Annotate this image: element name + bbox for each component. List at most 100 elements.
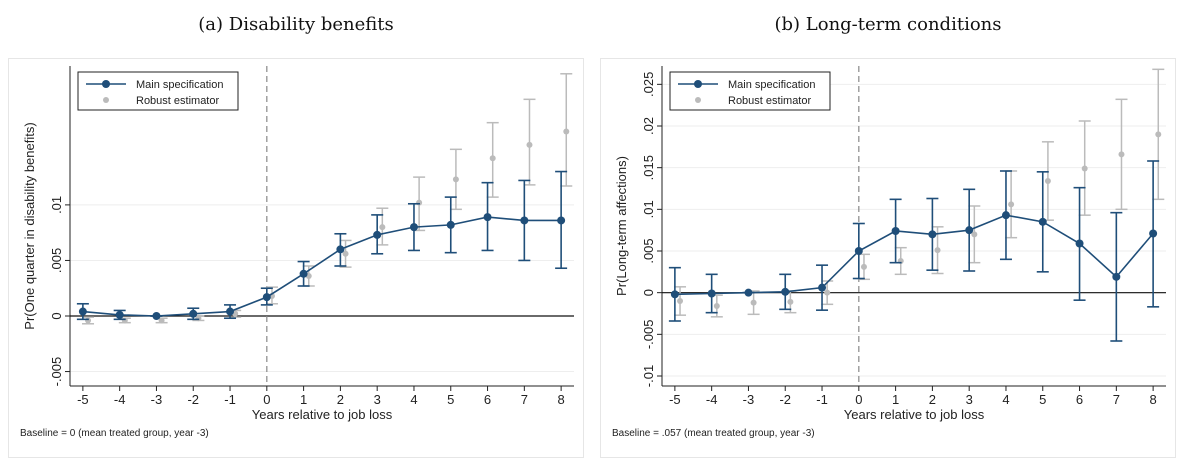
chart-a-x-tick-label-2: -3 xyxy=(151,392,163,407)
chart-a-y-tick-label-0: -.005 xyxy=(49,357,64,387)
chart-b-x-tick-label-7: 2 xyxy=(929,392,936,407)
chart-b-main-point-2 xyxy=(744,288,753,297)
chart-a-robust-point-7 xyxy=(342,250,349,257)
chart-a-main-point-12 xyxy=(520,216,529,225)
chart-b-robust-point-7 xyxy=(934,247,941,254)
chart-a-x-tick-label-13: 8 xyxy=(558,392,565,407)
chart-a-main-point-1 xyxy=(115,310,124,319)
chart-b-robust-point-0 xyxy=(677,298,684,304)
chart-a-robust-point-9 xyxy=(416,199,423,206)
chart-a-x-tick-label-10: 5 xyxy=(447,392,454,407)
chart-b-y-axis-title: Pr(Long-term affections) xyxy=(614,156,629,296)
chart-a-main-point-2 xyxy=(152,312,161,320)
chart-b-x-tick-label-8: 3 xyxy=(966,392,973,407)
chart-a-main-point-9 xyxy=(409,223,418,232)
chart-a-robust-point-8 xyxy=(379,224,386,231)
chart-b-robust-point-3 xyxy=(787,298,794,305)
chart-a-legend-box xyxy=(77,71,239,111)
chart-a-main-point-8 xyxy=(373,230,382,239)
chart-b-main-series-line xyxy=(674,214,1154,296)
chart-a-robust-point-10 xyxy=(452,176,459,183)
chart-b-main-point-6 xyxy=(891,227,900,235)
chart-b-x-tick-label-1: -4 xyxy=(706,392,718,407)
chart-b-robust-point-9 xyxy=(1008,201,1015,208)
chart-b-y-tick-label-5: .015 xyxy=(641,155,656,180)
chart-b-legend-robust-swatch-point xyxy=(695,97,701,103)
chart-a-y-tick-label-3: .01 xyxy=(49,196,64,214)
chart-a-main-point-13 xyxy=(557,216,566,225)
chart-b-x-tick-label-4: -1 xyxy=(816,392,828,407)
chart-b-y-tick-label-2: 0 xyxy=(641,289,656,296)
chart-a-legend-main-label: Main specification xyxy=(136,79,223,91)
chart-b-main-point-10 xyxy=(1038,217,1047,226)
chart-a-x-tick-label-9: 4 xyxy=(410,392,417,407)
chart-b-robust-point-11 xyxy=(1081,165,1088,172)
chart-b-x-tick-label-9: 4 xyxy=(1002,392,1009,407)
chart-a-main-point-0 xyxy=(78,307,87,316)
chart-b-x-tick-label-2: -3 xyxy=(743,392,755,407)
chart-b-robust-point-8 xyxy=(971,231,978,238)
chart-b-x-tick-label-12: 7 xyxy=(1113,392,1120,407)
chart-a-x-tick-label-3: -2 xyxy=(187,392,199,407)
chart-b-y-tick-label-1: -.005 xyxy=(641,320,656,350)
chart-a-x-tick-label-7: 2 xyxy=(337,392,344,407)
chart-b-x-tick-label-6: 1 xyxy=(892,392,899,407)
chart-b-baseline-note: Baseline = .057 (mean treated group, yea… xyxy=(612,428,815,439)
chart-a-main-point-11 xyxy=(483,213,492,222)
chart-b-legend-box xyxy=(669,71,831,111)
chart-b-legend-robust-label: Robust estimator xyxy=(728,95,811,107)
chart-b-x-tick-label-5: 0 xyxy=(855,392,862,407)
chart-a-robust-point-0 xyxy=(85,317,92,324)
chart-b-x-tick-label-3: -2 xyxy=(779,392,791,407)
chart-b-main-point-13 xyxy=(1149,229,1158,238)
chart-b-robust-point-2 xyxy=(750,299,757,306)
chart-a-y-tick-label-1: 0 xyxy=(49,312,64,319)
chart-a-y-tick-label-2: .005 xyxy=(49,248,64,273)
chart-a-x-tick-label-1: -4 xyxy=(114,392,126,407)
chart-b-main-point-1 xyxy=(707,289,716,298)
chart-b-main-point-12 xyxy=(1112,272,1121,281)
chart-b-x-tick-label-0: -5 xyxy=(669,392,681,407)
chart-a-baseline-note: Baseline = 0 (mean treated group, year -… xyxy=(20,428,209,439)
chart-b-y-tick-label-3: .005 xyxy=(641,238,656,263)
panel-b-title: (b) Long-term conditions xyxy=(774,14,1002,35)
chart-b-legend-main-swatch-point xyxy=(694,80,702,88)
chart-a-legend-robust-swatch-point xyxy=(103,97,109,103)
chart-disability-benefits: -.005 0 .005 .01 -5 -4 -3 -2 -1 0 1 2 3 4 5 6 7 8 Years re… xyxy=(8,58,584,458)
chart-b-legend: Main specification Robust estimator xyxy=(669,71,831,111)
chart-b-main-point-0 xyxy=(670,290,679,299)
chart-b-main-point-9 xyxy=(1001,211,1010,220)
chart-a-main-point-5 xyxy=(262,293,271,302)
chart-a-main-series-line xyxy=(82,216,562,317)
chart-b-main-point-5 xyxy=(854,247,863,255)
chart-b-x-tick-label-11: 6 xyxy=(1076,392,1083,407)
chart-a-main-point-10 xyxy=(446,220,455,229)
chart-a-y-axis-title: Pr(One quarter in disability benefits) xyxy=(22,122,37,329)
chart-a-x-tick-label-5: 0 xyxy=(263,392,270,407)
chart-b-legend-main-label: Main specification xyxy=(728,79,815,91)
chart-b-x-tick-label-13: 8 xyxy=(1150,392,1157,407)
chart-b-robust-point-12 xyxy=(1118,151,1125,158)
chart-a-x-tick-label-8: 3 xyxy=(374,392,381,407)
chart-b-outer-frame xyxy=(600,58,1176,458)
chart-b-main-point-11 xyxy=(1075,239,1084,248)
chart-b-main-point-7 xyxy=(928,230,937,239)
chart-long-term-conditions: -.01 -.005 0 .005 .01 .015 .02 .025 -5 -4 -3 -2 -1 0 1… xyxy=(600,58,1176,458)
chart-a-legend: Main specification Robust estimator xyxy=(77,71,239,111)
chart-b-y-tick-label-0: -.01 xyxy=(641,365,656,387)
chart-b-x-tick-label-10: 5 xyxy=(1039,392,1046,407)
chart-b-y-tick-label-4: .01 xyxy=(641,200,656,218)
chart-a-x-tick-label-0: -5 xyxy=(77,392,89,407)
chart-b-robust-point-4 xyxy=(824,289,831,296)
chart-a-x-tick-label-4: -1 xyxy=(224,392,236,407)
chart-a-main-point-6 xyxy=(299,269,308,278)
chart-a-robust-point-11 xyxy=(489,155,496,162)
chart-b-robust-point-13 xyxy=(1155,131,1162,138)
chart-b-robust-point-1 xyxy=(713,303,720,309)
chart-b-main-point-3 xyxy=(781,287,790,296)
chart-a-main-point-4 xyxy=(226,307,235,316)
panel-a-title: (a) Disability benefits xyxy=(198,14,394,35)
chart-a-main-point-3 xyxy=(189,309,198,318)
chart-a-legend-robust-label: Robust estimator xyxy=(136,95,219,107)
chart-a-robust-point-12 xyxy=(526,141,533,148)
